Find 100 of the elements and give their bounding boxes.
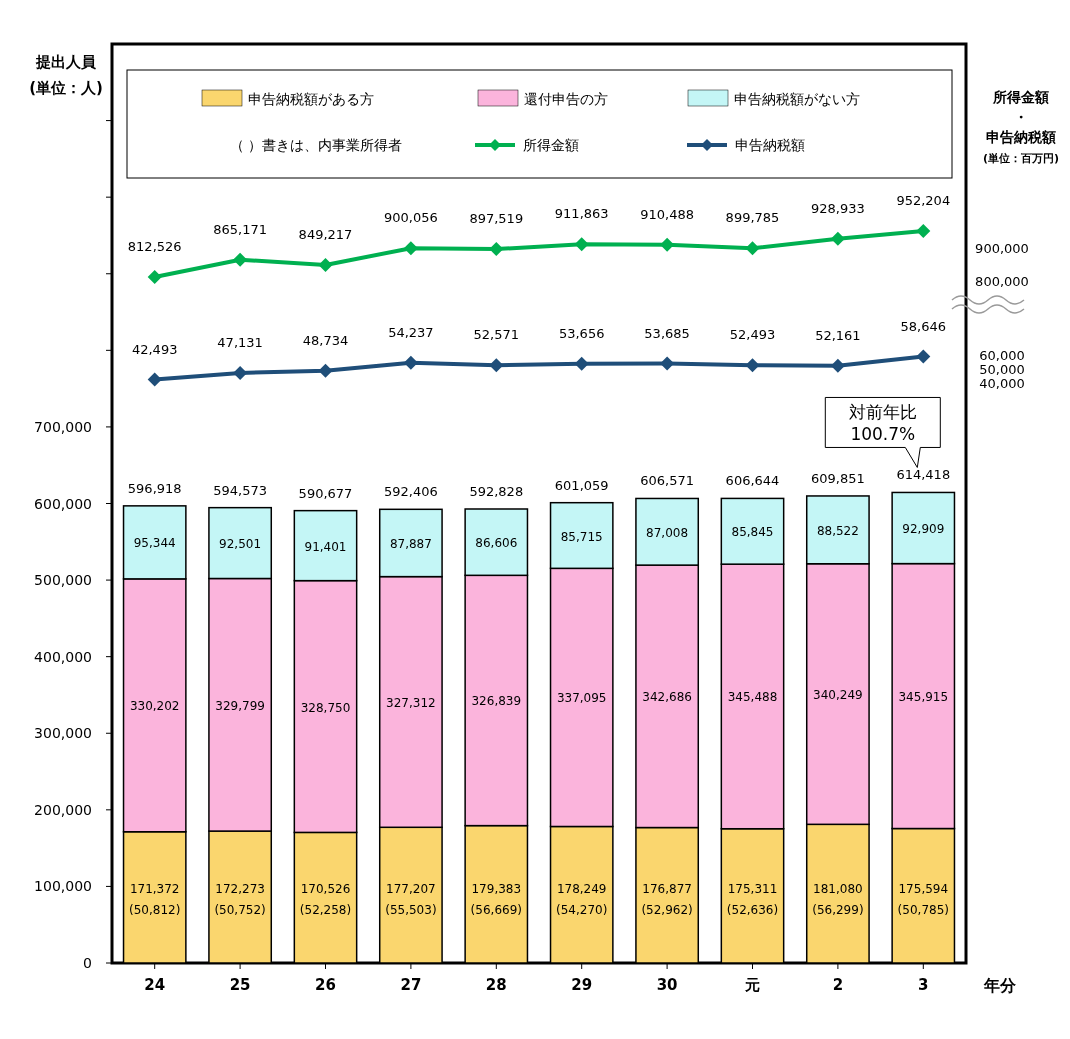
point — [147, 372, 162, 387]
data-label: 328,750 — [300, 700, 351, 715]
data-label: 48,734 — [302, 332, 349, 348]
point — [403, 355, 418, 370]
data-label: 170,526 (52,258) — [299, 882, 352, 917]
data-label: 88,522 — [816, 523, 859, 538]
point — [830, 358, 845, 373]
x-tick-label: 26 — [315, 976, 336, 994]
data-label: 327,312 — [386, 695, 436, 710]
y2-tick-label: 800,000 — [975, 274, 1029, 290]
point — [318, 363, 333, 378]
point — [745, 241, 760, 256]
y-tick-label: 0 — [83, 955, 92, 971]
data-label: 87,887 — [389, 536, 432, 551]
total-label: 601,059 — [554, 477, 609, 493]
legend-label: 申告納税額がない方 — [734, 91, 860, 107]
y2-tick-label: 900,000 — [975, 241, 1029, 257]
annotation: （ ）書きは、内事業所得者 — [230, 137, 403, 153]
data-label: 87,008 — [646, 525, 689, 540]
total-label: 606,571 — [640, 473, 694, 489]
data-label: 345,915 — [898, 690, 949, 705]
legend-label: 申告納税額 — [735, 137, 805, 153]
data-label: 326,839 — [471, 694, 522, 709]
point — [318, 257, 333, 272]
data-label: 177,207 (55,503) — [385, 882, 437, 917]
data-label: 175,594 (50,785) — [897, 882, 949, 917]
data-label: 345,488 — [727, 690, 778, 705]
data-label: 897,519 — [469, 211, 524, 227]
x-tick-label: 27 — [400, 976, 422, 994]
total-label: 592,828 — [469, 483, 524, 499]
y-tick-label: 100,000 — [34, 878, 92, 895]
legend-label: 還付申告の方 — [524, 91, 608, 107]
point — [147, 270, 162, 285]
point — [916, 224, 931, 239]
data-label: 910,488 — [640, 206, 694, 222]
point — [660, 237, 675, 252]
point — [830, 231, 845, 246]
point — [574, 237, 589, 252]
point — [403, 241, 418, 256]
point — [745, 358, 760, 373]
data-label: 172,273 (50,752) — [214, 882, 266, 917]
data-label: 52,493 — [729, 327, 776, 343]
data-label: 171,372 (50,812) — [129, 882, 181, 917]
annotation: 対前年比 100.7% — [848, 402, 917, 445]
data-label: 329,799 — [215, 698, 265, 713]
data-label: 330,202 — [129, 699, 180, 714]
x-axis-title: 年分 — [983, 976, 1017, 995]
data-label: 849,217 — [298, 226, 353, 242]
data-label: 900,056 — [384, 210, 438, 226]
total-label: 609,851 — [811, 470, 865, 486]
x-tick-label: 2 — [832, 976, 844, 994]
total-label: 596,918 — [127, 480, 182, 496]
x-tick-label: 28 — [485, 976, 507, 994]
data-label: 911,863 — [554, 206, 609, 222]
y3-tick-label: 40,000 — [979, 376, 1025, 392]
y-tick-label: 200,000 — [34, 801, 92, 818]
data-label: 952,204 — [896, 193, 951, 209]
x-tick-label: 3 — [918, 976, 929, 994]
data-label: 54,237 — [388, 324, 434, 340]
data-label: 812,526 — [127, 239, 182, 255]
data-label: 52,571 — [473, 327, 520, 343]
data-label: 91,401 — [304, 539, 347, 554]
point — [233, 252, 248, 267]
x-tick-label: 25 — [229, 976, 251, 994]
data-label: 47,131 — [217, 334, 263, 350]
point — [574, 356, 589, 371]
data-label: 928,933 — [811, 200, 865, 216]
y-tick-label: 300,000 — [34, 725, 92, 742]
point — [660, 356, 675, 371]
y-tick-label: 400,000 — [34, 648, 92, 665]
data-label: 53,656 — [558, 325, 605, 341]
point — [916, 349, 931, 364]
y-tick-label: 700,000 — [34, 418, 92, 435]
y-axis-title: 提出人員 (単位：人) — [29, 53, 103, 97]
x-tick-label: 29 — [571, 976, 593, 994]
total-label: 614,418 — [896, 467, 951, 483]
total-label: 592,406 — [384, 484, 438, 500]
x-tick-label: 24 — [144, 976, 166, 994]
x-tick-label: 30 — [656, 976, 678, 994]
y-tick-label: 500,000 — [34, 572, 92, 589]
y-tick-label: 600,000 — [34, 495, 92, 512]
total-label: 594,573 — [213, 482, 267, 498]
data-label: 179,383 (56,669) — [470, 882, 522, 917]
point — [489, 358, 504, 373]
y3-tick-label: 50,000 — [979, 361, 1025, 377]
data-label: 175,311 (52,636) — [726, 882, 779, 917]
data-label: 178,249 (54,270) — [556, 882, 608, 917]
legend-label: 申告納税額がある方 — [248, 91, 374, 107]
data-label: 95,344 — [133, 536, 176, 551]
y2-axis-title: 所得金額・申告納税額(単位：百万円) — [982, 89, 1060, 165]
point — [233, 365, 248, 380]
data-label: 340,249 — [813, 688, 863, 703]
data-label: 337,095 — [556, 691, 607, 706]
data-label: 58,646 — [900, 318, 947, 334]
data-label: 53,685 — [644, 325, 690, 341]
total-label: 606,644 — [725, 473, 780, 489]
legend-label: 所得金額 — [523, 137, 579, 153]
data-label: 342,686 — [642, 690, 692, 705]
data-label: 85,845 — [731, 525, 774, 540]
y3-tick-label: 60,000 — [979, 347, 1025, 363]
